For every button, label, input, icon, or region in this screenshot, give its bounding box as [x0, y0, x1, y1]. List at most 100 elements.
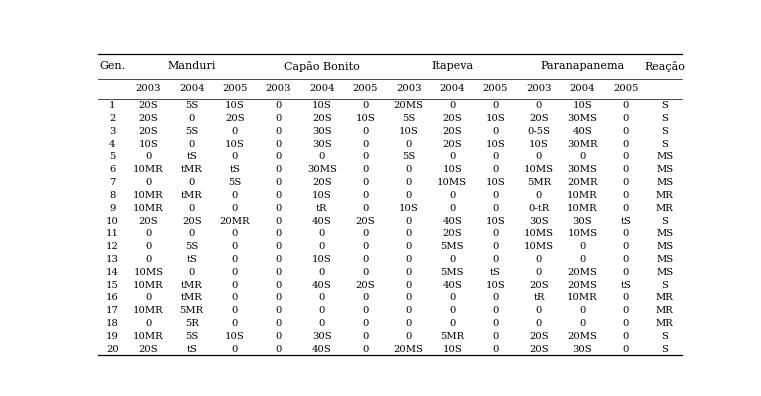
Text: 10MR: 10MR — [133, 306, 164, 315]
Text: 0: 0 — [232, 127, 238, 136]
Text: 19: 19 — [106, 332, 119, 341]
Text: Gen.: Gen. — [99, 61, 126, 71]
Text: 10MR: 10MR — [133, 165, 164, 174]
Text: 18: 18 — [106, 319, 119, 328]
Text: 0: 0 — [362, 165, 368, 174]
Text: 0: 0 — [275, 345, 282, 354]
Text: 8: 8 — [109, 191, 116, 200]
Text: 0: 0 — [232, 152, 238, 162]
Text: 10MS: 10MS — [524, 165, 554, 174]
Text: 0: 0 — [622, 293, 629, 303]
Text: 5S: 5S — [185, 242, 199, 251]
Text: 40S: 40S — [442, 280, 462, 289]
Text: 0: 0 — [449, 204, 455, 213]
Text: 0: 0 — [232, 306, 238, 315]
Text: 0: 0 — [275, 332, 282, 341]
Text: tMR: tMR — [181, 293, 202, 303]
Text: 20S: 20S — [442, 229, 462, 238]
Text: 0: 0 — [275, 101, 282, 110]
Text: 0: 0 — [622, 127, 629, 136]
Text: tS: tS — [186, 255, 197, 264]
Text: 0: 0 — [536, 319, 542, 328]
Text: 0: 0 — [232, 229, 238, 238]
Text: Paranapanema: Paranapanema — [540, 61, 625, 71]
Text: S: S — [661, 140, 668, 148]
Text: 20S: 20S — [442, 127, 462, 136]
Text: 10MS: 10MS — [437, 178, 467, 187]
Text: 0: 0 — [232, 204, 238, 213]
Text: 0: 0 — [449, 319, 455, 328]
Text: 0: 0 — [406, 293, 412, 303]
Text: MR: MR — [656, 293, 673, 303]
Text: 0: 0 — [362, 178, 368, 187]
Text: 1: 1 — [109, 101, 116, 110]
Text: 0: 0 — [362, 204, 368, 213]
Text: 10S: 10S — [355, 114, 375, 123]
Text: MS: MS — [656, 178, 673, 187]
Text: 2003: 2003 — [266, 84, 291, 93]
Text: 20S: 20S — [355, 280, 375, 289]
Text: 7: 7 — [109, 178, 116, 187]
Text: 0: 0 — [622, 165, 629, 174]
Text: 0: 0 — [622, 140, 629, 148]
Text: MR: MR — [656, 204, 673, 213]
Text: 0: 0 — [406, 255, 412, 264]
Text: 0: 0 — [319, 152, 325, 162]
Text: tMR: tMR — [181, 280, 202, 289]
Text: MS: MS — [656, 165, 673, 174]
Text: 30S: 30S — [312, 332, 332, 341]
Text: 0: 0 — [492, 293, 498, 303]
Text: 10S: 10S — [312, 255, 332, 264]
Text: 0: 0 — [232, 293, 238, 303]
Text: 0: 0 — [536, 268, 542, 277]
Text: 0: 0 — [275, 255, 282, 264]
Text: 2003: 2003 — [135, 84, 161, 93]
Text: 0: 0 — [275, 229, 282, 238]
Text: 20S: 20S — [355, 217, 375, 225]
Text: 0: 0 — [232, 191, 238, 200]
Text: 0: 0 — [492, 101, 498, 110]
Text: 20S: 20S — [312, 178, 332, 187]
Text: 0: 0 — [275, 293, 282, 303]
Text: 2004: 2004 — [179, 84, 205, 93]
Text: 10S: 10S — [139, 140, 158, 148]
Text: 30S: 30S — [312, 127, 332, 136]
Text: tS: tS — [186, 152, 197, 162]
Text: 20S: 20S — [529, 332, 549, 341]
Text: 0: 0 — [622, 114, 629, 123]
Text: tMR: tMR — [181, 191, 202, 200]
Text: 0: 0 — [406, 165, 412, 174]
Text: 0: 0 — [622, 101, 629, 110]
Text: 0: 0 — [189, 268, 195, 277]
Text: 0: 0 — [362, 255, 368, 264]
Text: S: S — [661, 280, 668, 289]
Text: tS: tS — [620, 217, 631, 225]
Text: 5MR: 5MR — [527, 178, 551, 187]
Text: 0: 0 — [275, 191, 282, 200]
Text: tR: tR — [316, 204, 328, 213]
Text: 0: 0 — [319, 293, 325, 303]
Text: 0: 0 — [275, 204, 282, 213]
Text: S: S — [661, 345, 668, 354]
Text: 0: 0 — [232, 255, 238, 264]
Text: 0: 0 — [492, 345, 498, 354]
Text: 0: 0 — [362, 229, 368, 238]
Text: 10S: 10S — [225, 332, 245, 341]
Text: 0: 0 — [536, 152, 542, 162]
Text: 0: 0 — [275, 127, 282, 136]
Text: 0: 0 — [189, 229, 195, 238]
Text: S: S — [661, 217, 668, 225]
Text: 10S: 10S — [486, 217, 505, 225]
Text: 10MR: 10MR — [567, 293, 597, 303]
Text: S: S — [661, 114, 668, 123]
Text: 0: 0 — [406, 268, 412, 277]
Text: 0: 0 — [189, 114, 195, 123]
Text: 0: 0 — [579, 306, 585, 315]
Text: 0: 0 — [449, 306, 455, 315]
Text: 5S: 5S — [228, 178, 242, 187]
Text: 0: 0 — [232, 345, 238, 354]
Text: 0: 0 — [406, 191, 412, 200]
Text: tMR: tMR — [181, 165, 202, 174]
Text: 20MS: 20MS — [568, 332, 597, 341]
Text: 20S: 20S — [529, 114, 549, 123]
